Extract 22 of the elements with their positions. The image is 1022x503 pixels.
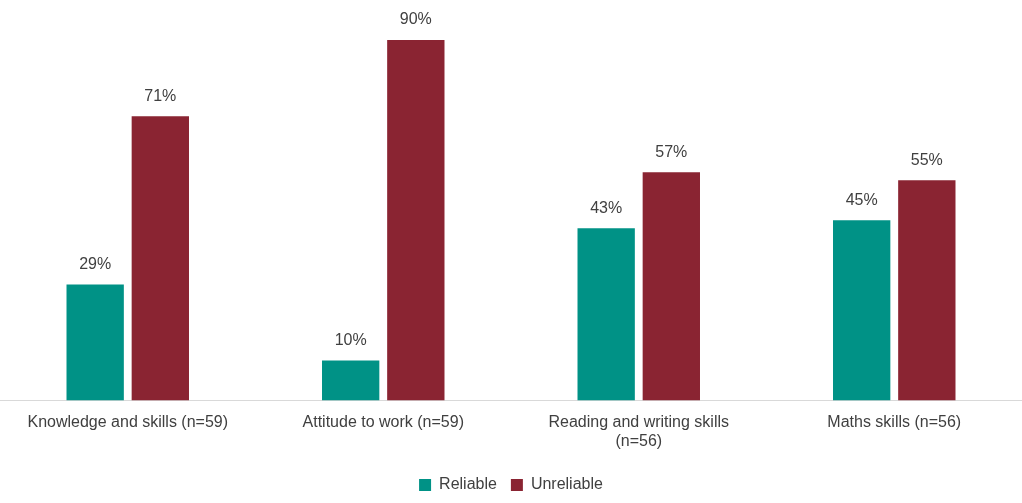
data-label: 45%	[845, 190, 878, 208]
data-label: 10%	[334, 330, 367, 348]
bar	[642, 172, 700, 401]
bar	[66, 284, 124, 401]
bar	[898, 180, 956, 401]
bar	[833, 220, 891, 401]
data-label: 29%	[79, 254, 112, 272]
data-label: 55%	[910, 150, 943, 168]
data-label: 90%	[399, 10, 432, 28]
data-label: 43%	[590, 198, 623, 216]
data-label: 57%	[655, 142, 688, 160]
data-label: 71%	[144, 86, 177, 104]
x-tick-label: Knowledge and skills (n=59)	[27, 412, 229, 430]
legend-label: Reliable	[439, 475, 497, 493]
x-tick-label: Reading and writing skills (n=56)	[548, 412, 730, 449]
bar	[577, 228, 635, 401]
x-tick-label: Attitude to work (n=59)	[302, 412, 464, 430]
bar	[131, 116, 189, 401]
legend-label: Unreliable	[530, 475, 604, 493]
bar	[322, 360, 380, 401]
x-tick-label: Maths skills (n=56)	[827, 412, 962, 430]
bar	[387, 40, 445, 401]
